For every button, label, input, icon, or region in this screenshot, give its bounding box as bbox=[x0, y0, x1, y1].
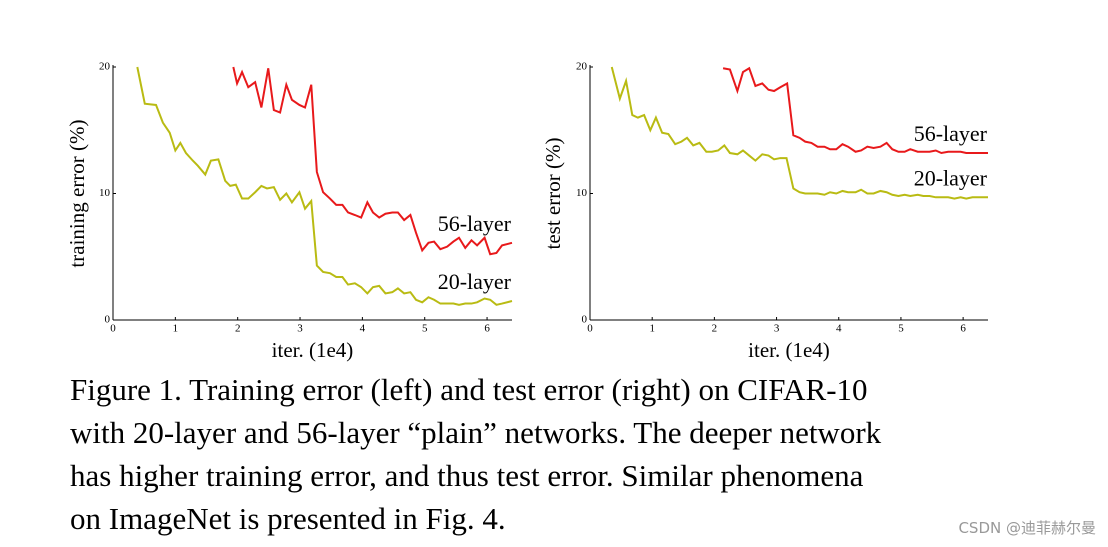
line-series bbox=[136, 66, 513, 306]
x-tick-label: 0 bbox=[110, 323, 116, 335]
caption-line: has higher training error, and thus test… bbox=[70, 458, 864, 493]
x-tick-label: 5 bbox=[422, 323, 428, 335]
x-tick-label: 4 bbox=[360, 323, 366, 335]
line-series bbox=[610, 66, 988, 200]
y-tick-label: 0 bbox=[105, 314, 111, 326]
x-tick-label: 0 bbox=[587, 323, 593, 335]
series-label: 20-layer bbox=[914, 165, 988, 190]
series-label: 20-layer bbox=[438, 269, 512, 294]
series-label: 56-layer bbox=[914, 121, 988, 146]
x-tick-label: 1 bbox=[173, 323, 179, 335]
y-tick-label: 10 bbox=[576, 187, 588, 199]
line-series bbox=[722, 66, 988, 155]
x-tick-label: 6 bbox=[484, 323, 490, 335]
y-tick-label: 20 bbox=[99, 61, 111, 73]
y-tick-label: 20 bbox=[576, 61, 588, 73]
x-tick-label: 6 bbox=[960, 323, 966, 335]
x-axis-label: iter. (1e4) bbox=[748, 338, 830, 362]
x-tick-label: 4 bbox=[836, 323, 842, 335]
caption-line: with 20-layer and 56-layer “plain” netwo… bbox=[70, 415, 882, 450]
x-tick-label: 3 bbox=[297, 323, 303, 335]
caption-line: on ImageNet is presented in Fig. 4. bbox=[70, 501, 506, 536]
caption-line: Figure 1. Training error (left) and test… bbox=[70, 372, 868, 407]
watermark: CSDN @迪菲赫尔曼 bbox=[958, 519, 1096, 537]
y-axis-label: test error (%) bbox=[541, 138, 565, 250]
y-tick-label: 10 bbox=[99, 187, 111, 199]
series-label: 56-layer bbox=[438, 211, 512, 236]
x-tick-label: 3 bbox=[774, 323, 780, 335]
x-tick-label: 1 bbox=[649, 323, 655, 335]
x-axis-label: iter. (1e4) bbox=[272, 338, 354, 362]
x-tick-label: 2 bbox=[712, 323, 718, 335]
y-tick-label: 0 bbox=[582, 314, 588, 326]
x-tick-label: 2 bbox=[235, 323, 241, 335]
x-tick-label: 5 bbox=[898, 323, 904, 335]
y-axis-label: training error (%) bbox=[65, 119, 89, 267]
line-series bbox=[232, 66, 513, 256]
